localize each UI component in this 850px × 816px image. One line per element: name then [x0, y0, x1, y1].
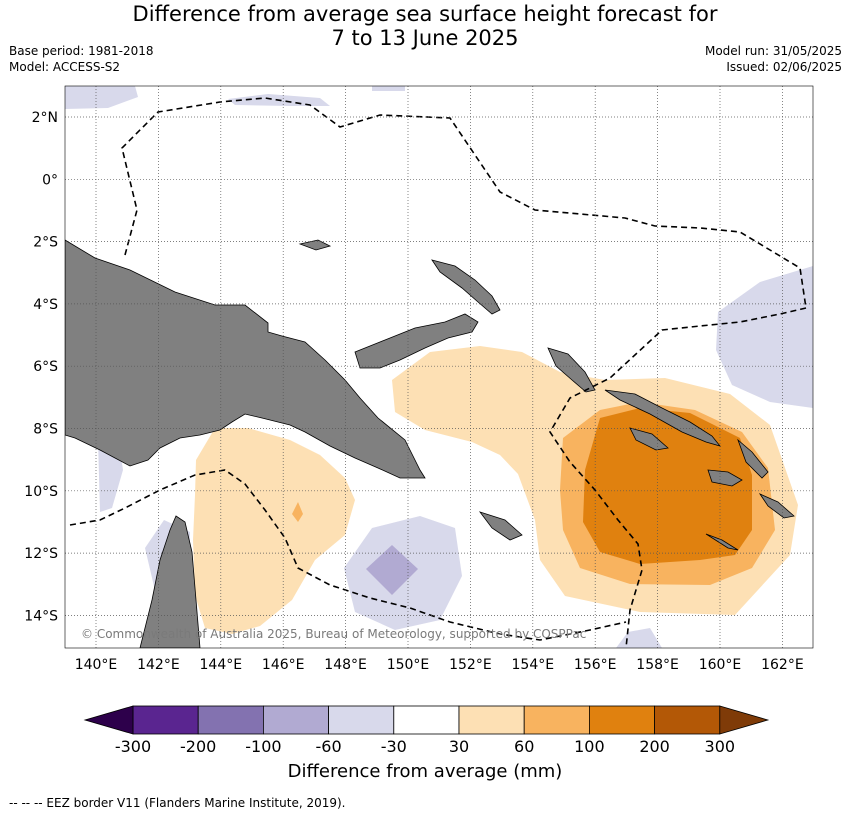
lon-label: 146°E — [262, 657, 305, 673]
new-ireland-land — [431, 259, 501, 315]
colorbar-swatch — [262, 705, 329, 735]
solomons-island-3 — [707, 469, 743, 487]
chart-title: Difference from average sea surface heig… — [0, 2, 850, 50]
colorbar-tick-label: -100 — [245, 737, 281, 756]
solomons-island-2 — [629, 427, 669, 451]
copyright-notice: © Commonwealth of Australia 2025, Bureau… — [81, 627, 586, 641]
colorbar-tick-label: -300 — [115, 737, 151, 756]
lon-label: 156°E — [574, 657, 617, 673]
lon-label: 152°E — [449, 657, 492, 673]
solomons-island-5 — [758, 493, 795, 519]
lon-label: 162°E — [761, 657, 804, 673]
new-guinea-land — [65, 239, 426, 479]
model-run: Model run: 31/05/2025 — [704, 44, 842, 58]
new-britain-land — [354, 313, 479, 369]
colorbar-tick-label: -200 — [180, 737, 216, 756]
lon-label: 144°E — [200, 657, 243, 673]
gridlines — [65, 86, 813, 648]
solomons-island-4 — [737, 438, 769, 479]
issued-date: Issued: 02/06/2025 — [726, 60, 842, 74]
colorbar-swatch — [393, 705, 460, 735]
lat-label: 14°S — [24, 608, 58, 624]
lon-label: 154°E — [512, 657, 555, 673]
colorbar-swatch — [654, 705, 721, 735]
lon-label: 140°E — [75, 657, 118, 673]
lat-labels: 2°N 0° 2°S 4°S 6°S 8°S 10°S 12°S 14°S — [24, 110, 58, 624]
colorbar-tick-label: 60 — [514, 737, 534, 756]
land-masses — [65, 239, 795, 648]
eez-borders — [69, 97, 807, 648]
colorbar-swatch — [197, 705, 264, 735]
colorbar-swatch — [458, 705, 525, 735]
colorbar-swatch — [132, 705, 199, 735]
lon-label: 148°E — [324, 657, 367, 673]
model-name: Model: ACCESS-S2 — [9, 60, 121, 74]
colorbar-tick-label: 200 — [639, 737, 670, 756]
colorbar-tick-label: 30 — [449, 737, 469, 756]
metadata-left: Base period: 1981-2018 Model: ACCESS-S2 — [9, 43, 154, 75]
colorbar-labels: -300 -200 -100 -60 -30 30 60 100 200 300 — [115, 737, 735, 756]
lon-label: 142°E — [137, 657, 180, 673]
colorbar-swatch — [523, 705, 590, 735]
lat-label: 0° — [42, 172, 58, 188]
colorbar — [83, 705, 770, 735]
colorbar-swatch — [328, 705, 395, 735]
colorbar-swatch — [589, 705, 656, 735]
louisiade-island — [478, 511, 523, 541]
base-period: Base period: 1981-2018 — [9, 44, 154, 58]
lat-label: 2°N — [32, 110, 58, 126]
title-line-2: 7 to 13 June 2025 — [331, 26, 519, 50]
cape-york-land — [139, 515, 201, 648]
solomons-island-6 — [705, 533, 739, 551]
lon-label: 158°E — [636, 657, 679, 673]
lon-label: 160°E — [699, 657, 742, 673]
metadata-right: Model run: 31/05/2025 Issued: 02/06/2025 — [705, 43, 842, 75]
map-frame — [64, 85, 814, 649]
lat-label: 12°S — [24, 546, 58, 562]
lat-label: 4°S — [33, 297, 58, 313]
colorbar-tick-label: -30 — [381, 737, 407, 756]
eez-legend: -- -- -- EEZ border V11 (Flanders Marine… — [9, 796, 346, 810]
colorbar-title: Difference from average (mm) — [287, 761, 563, 782]
colorbar-tick-label: 100 — [574, 737, 605, 756]
colorbar-tick-label: 300 — [705, 737, 736, 756]
colorbar-under-arrow — [83, 705, 134, 735]
lon-labels: 140°E 142°E 144°E 146°E 148°E 150°E 152°E 154°E… — [75, 657, 804, 673]
lat-label: 6°S — [33, 359, 58, 375]
colorbar-tick-label: -60 — [316, 737, 342, 756]
lon-label: 150°E — [387, 657, 430, 673]
lat-label: 8°S — [33, 422, 58, 438]
colorbar-over-arrow — [719, 705, 770, 735]
lat-label: 10°S — [24, 484, 58, 500]
title-line-1: Difference from average sea surface heig… — [132, 2, 718, 26]
bougainville-land — [547, 347, 596, 393]
lat-label: 2°S — [33, 235, 58, 251]
